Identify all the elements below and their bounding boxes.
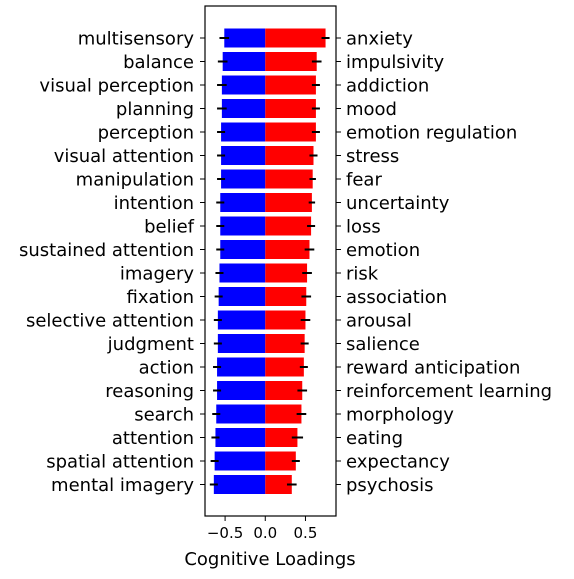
- negative-bar: [220, 216, 266, 236]
- plot-frame: [204, 5, 337, 517]
- x-axis-ticks: −0.5 0.0 0.5: [207, 516, 318, 542]
- x-tick-label: −0.5: [207, 524, 243, 542]
- negative-category-label: belief: [144, 217, 195, 238]
- negative-category-label: judgment: [107, 334, 194, 355]
- negative-category-label: sustained attention: [19, 240, 194, 261]
- positive-bars: [265, 28, 326, 494]
- positive-bar: [265, 310, 306, 330]
- negative-bar: [217, 381, 266, 400]
- negative-bar: [224, 28, 266, 48]
- positive-bar: [265, 334, 305, 353]
- negative-category-label: mental imagery: [51, 475, 194, 496]
- negative-category-label: balance: [123, 52, 194, 73]
- positive-category-label: psychosis: [346, 475, 434, 496]
- error-bars: [209, 37, 330, 486]
- negative-bar: [221, 99, 266, 118]
- negative-bar: [221, 169, 266, 189]
- negative-category-label: planning: [116, 99, 194, 120]
- negative-category-label: intention: [114, 193, 194, 214]
- negative-bar: [219, 263, 266, 283]
- negative-category-label: action: [139, 358, 194, 379]
- positive-bar: [265, 146, 314, 165]
- positive-category-label: association: [346, 287, 447, 308]
- x-tick-label: 0.5: [294, 524, 318, 542]
- negative-bar: [220, 193, 266, 212]
- negative-bars: [213, 28, 266, 494]
- positive-bar: [265, 287, 307, 306]
- positive-category-label: stress: [346, 146, 399, 167]
- negative-category-label: spatial attention: [46, 452, 194, 473]
- negative-category-label: imagery: [120, 264, 194, 285]
- positive-bar: [265, 52, 317, 71]
- negative-bar: [221, 75, 266, 95]
- positive-bar: [265, 169, 313, 189]
- negative-category-label: manipulation: [76, 170, 194, 191]
- positive-bar: [265, 240, 310, 259]
- positive-category-label: risk: [346, 264, 379, 285]
- positive-bar: [265, 381, 303, 400]
- positive-bar: [265, 28, 326, 48]
- negative-category-label: reasoning: [105, 381, 194, 402]
- positive-bar: [265, 216, 312, 236]
- negative-category-label: visual attention: [54, 146, 194, 167]
- positive-category-label: eating: [346, 428, 403, 449]
- positive-category-label: loss: [346, 217, 381, 238]
- positive-category-label: reinforcement learning: [346, 381, 552, 402]
- positive-category-label: mood: [346, 99, 397, 120]
- positive-bar: [265, 357, 304, 377]
- positive-category-label: salience: [346, 334, 420, 355]
- positive-bar: [265, 122, 316, 142]
- positive-category-label: emotion regulation: [346, 123, 517, 144]
- negative-category-label: selective attention: [26, 311, 194, 332]
- negative-bar: [216, 404, 266, 424]
- negative-bar: [217, 310, 266, 330]
- positive-bar: [265, 451, 296, 471]
- positive-bar: [265, 99, 316, 118]
- negative-bar: [218, 287, 266, 306]
- x-axis-label: Cognitive Loadings: [184, 549, 355, 570]
- negative-bar: [217, 334, 266, 353]
- negative-bar: [222, 52, 266, 71]
- negative-category-label: perception: [98, 123, 194, 144]
- positive-category-label: anxiety: [346, 29, 413, 50]
- positive-category-label: addiction: [346, 76, 429, 97]
- negative-category-label: fixation: [127, 287, 195, 308]
- negative-bar: [214, 451, 266, 471]
- positive-category-label: uncertainty: [346, 193, 450, 214]
- positive-bar: [265, 263, 308, 283]
- positive-bar: [265, 75, 316, 95]
- negative-category-label: attention: [112, 428, 194, 449]
- negative-bar: [221, 122, 266, 142]
- negative-bar: [213, 475, 266, 494]
- negative-bar: [221, 146, 266, 165]
- positive-category-label: morphology: [346, 405, 454, 426]
- positive-category-label: arousal: [346, 311, 412, 332]
- positive-category-label: emotion: [346, 240, 420, 261]
- negative-bar: [217, 357, 266, 377]
- positive-bar: [265, 404, 302, 424]
- x-tick-label: 0.0: [253, 524, 277, 542]
- positive-bar: [265, 428, 298, 447]
- positive-category-label: fear: [346, 170, 382, 191]
- positive-category-label: reward anticipation: [346, 358, 520, 379]
- negative-bar: [220, 240, 266, 259]
- negative-bar: [215, 428, 266, 447]
- negative-category-label: visual perception: [39, 76, 194, 97]
- positive-category-label: expectancy: [346, 452, 450, 473]
- positive-bar: [265, 193, 312, 212]
- positive-bar: [265, 475, 292, 494]
- negative-category-label: multisensory: [78, 29, 195, 50]
- positive-category-label: impulsivity: [346, 52, 444, 73]
- negative-category-label: search: [134, 405, 194, 426]
